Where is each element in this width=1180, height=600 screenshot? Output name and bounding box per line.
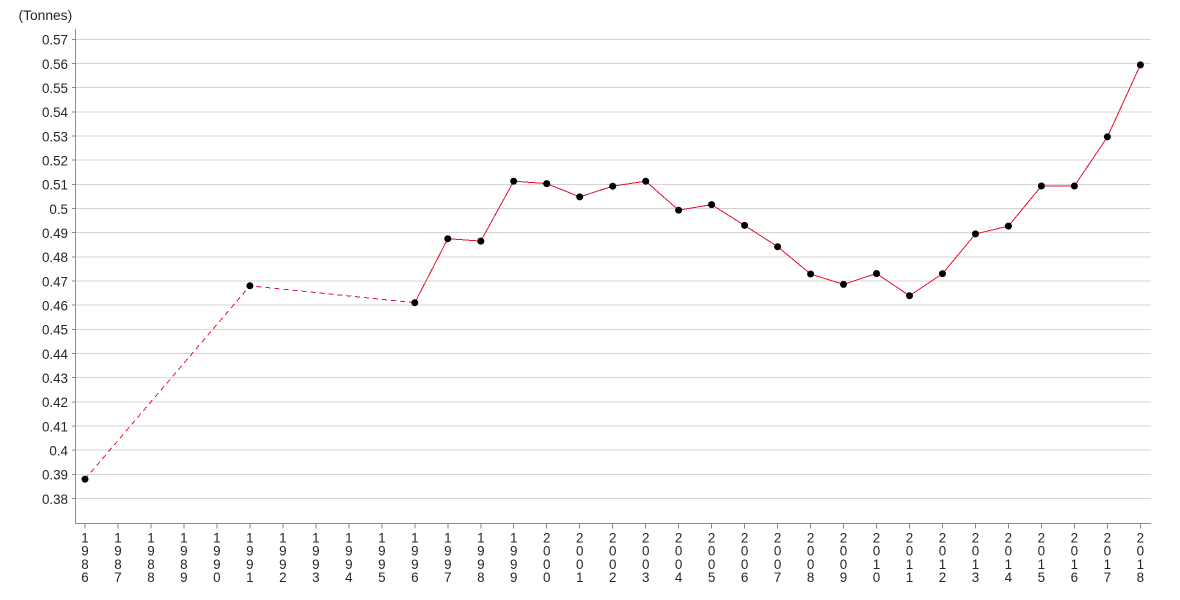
svg-text:0.51: 0.51	[42, 178, 68, 193]
svg-text:0.43: 0.43	[42, 371, 68, 386]
svg-text:0.54: 0.54	[42, 105, 69, 120]
svg-text:0.46: 0.46	[42, 298, 68, 313]
svg-text:0.48: 0.48	[42, 250, 68, 265]
svg-text:0.44: 0.44	[42, 347, 69, 362]
svg-text:0.53: 0.53	[42, 129, 68, 144]
svg-text:0.4: 0.4	[49, 444, 68, 459]
svg-text:0.49: 0.49	[42, 226, 68, 241]
svg-text:0.5: 0.5	[49, 202, 68, 217]
svg-text:0.56: 0.56	[42, 57, 68, 72]
svg-text:0.39: 0.39	[42, 468, 68, 483]
svg-text:0.52: 0.52	[42, 153, 68, 168]
svg-text:0.41: 0.41	[42, 419, 68, 434]
svg-text:0.45: 0.45	[42, 323, 68, 338]
svg-text:0.55: 0.55	[42, 81, 68, 96]
svg-text:0.38: 0.38	[42, 492, 68, 507]
svg-text:0.42: 0.42	[42, 395, 68, 410]
svg-text:0.47: 0.47	[42, 274, 68, 289]
svg-text:(Tonnes): (Tonnes)	[19, 8, 73, 23]
svg-text:0.57: 0.57	[42, 33, 68, 48]
